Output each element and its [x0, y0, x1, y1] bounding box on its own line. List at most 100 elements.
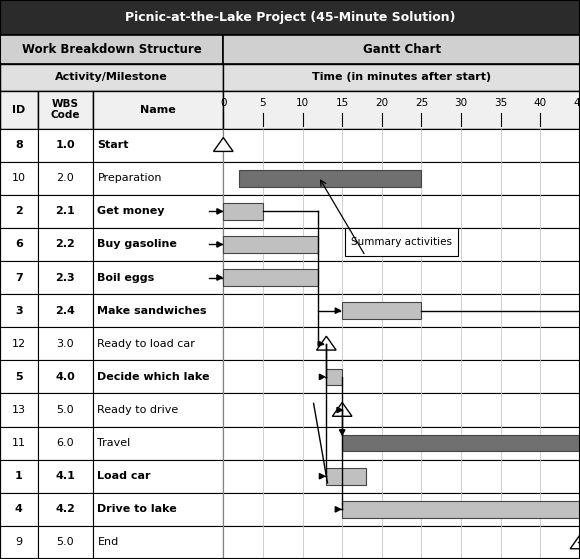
Bar: [223, 493, 580, 526]
Bar: [93, 459, 223, 493]
Polygon shape: [217, 275, 222, 280]
Text: 13: 13: [12, 405, 26, 415]
Bar: [38, 261, 93, 294]
Bar: [38, 91, 93, 129]
Bar: [0, 294, 38, 327]
Bar: [239, 170, 422, 187]
Polygon shape: [570, 535, 580, 549]
Bar: [223, 261, 580, 294]
Text: 6: 6: [15, 239, 23, 249]
Text: 5: 5: [15, 372, 23, 382]
Text: 2.2: 2.2: [55, 239, 75, 249]
Polygon shape: [320, 374, 325, 380]
Text: WBS
Code: WBS Code: [50, 99, 80, 120]
Bar: [93, 361, 223, 394]
Polygon shape: [317, 336, 336, 350]
Text: Work Breakdown Structure: Work Breakdown Structure: [22, 42, 201, 56]
Text: ID: ID: [12, 105, 26, 115]
Bar: [0, 64, 223, 91]
Text: 2.0: 2.0: [56, 173, 74, 183]
Bar: [0, 261, 38, 294]
Bar: [0, 35, 223, 64]
Text: 20: 20: [375, 98, 389, 108]
Polygon shape: [217, 209, 222, 214]
Polygon shape: [337, 408, 342, 413]
Bar: [223, 91, 580, 129]
Text: 2.1: 2.1: [55, 206, 75, 216]
Text: Summary activities: Summary activities: [351, 237, 452, 247]
Bar: [223, 394, 580, 427]
Text: 15: 15: [336, 98, 349, 108]
Text: End: End: [97, 537, 119, 547]
Bar: [0, 526, 38, 559]
Bar: [93, 327, 223, 361]
Text: 4: 4: [15, 504, 23, 514]
Bar: [38, 361, 93, 394]
Text: 10: 10: [12, 173, 26, 183]
Bar: [223, 427, 580, 459]
Bar: [38, 228, 93, 261]
Bar: [342, 501, 580, 518]
Bar: [327, 368, 342, 385]
Bar: [93, 195, 223, 228]
Text: Preparation: Preparation: [97, 173, 162, 183]
Text: Decide which lake: Decide which lake: [97, 372, 210, 382]
Text: 9: 9: [15, 537, 23, 547]
Text: 5: 5: [260, 98, 266, 108]
Bar: [223, 459, 580, 493]
Bar: [0, 327, 38, 361]
Bar: [342, 435, 580, 452]
Text: Ready to drive: Ready to drive: [97, 405, 179, 415]
Bar: [0, 195, 38, 228]
Bar: [342, 302, 422, 319]
Bar: [38, 129, 93, 162]
Text: Picnic-at-the-Lake Project (45-Minute Solution): Picnic-at-the-Lake Project (45-Minute So…: [125, 11, 455, 24]
Text: 2.4: 2.4: [55, 306, 75, 316]
Text: 0: 0: [220, 98, 227, 108]
Bar: [345, 228, 458, 256]
Bar: [38, 294, 93, 327]
Text: 4.0: 4.0: [55, 372, 75, 382]
Text: 30: 30: [455, 98, 467, 108]
Text: Ready to load car: Ready to load car: [97, 339, 195, 349]
Text: 5.0: 5.0: [56, 537, 74, 547]
Text: Time (in minutes after start): Time (in minutes after start): [312, 72, 491, 82]
Text: Gantt Chart: Gantt Chart: [362, 42, 441, 56]
Bar: [38, 327, 93, 361]
Text: 35: 35: [494, 98, 508, 108]
Bar: [0, 427, 38, 459]
Bar: [93, 261, 223, 294]
Bar: [38, 459, 93, 493]
Bar: [327, 468, 366, 485]
Text: Drive to lake: Drive to lake: [97, 504, 177, 514]
Text: 25: 25: [415, 98, 428, 108]
Text: 4.1: 4.1: [55, 471, 75, 481]
Polygon shape: [335, 308, 340, 314]
Bar: [223, 269, 318, 286]
Bar: [223, 64, 580, 91]
Bar: [93, 427, 223, 459]
Bar: [0, 162, 38, 195]
Bar: [93, 228, 223, 261]
Polygon shape: [217, 242, 222, 247]
Text: 10: 10: [296, 98, 309, 108]
Polygon shape: [335, 506, 340, 512]
Bar: [0, 91, 38, 129]
Text: Load car: Load car: [97, 471, 151, 481]
Text: 12: 12: [12, 339, 26, 349]
Text: 5.0: 5.0: [56, 405, 74, 415]
Text: 1: 1: [15, 471, 23, 481]
Bar: [223, 327, 580, 361]
Bar: [93, 91, 223, 129]
Polygon shape: [318, 341, 324, 347]
Bar: [223, 236, 318, 253]
Bar: [0, 493, 38, 526]
Text: 2.3: 2.3: [56, 273, 75, 282]
Text: Start: Start: [97, 140, 129, 150]
Text: 2: 2: [15, 206, 23, 216]
Bar: [38, 493, 93, 526]
Bar: [38, 162, 93, 195]
Bar: [223, 195, 580, 228]
Text: Buy gasoline: Buy gasoline: [97, 239, 177, 249]
Bar: [93, 162, 223, 195]
